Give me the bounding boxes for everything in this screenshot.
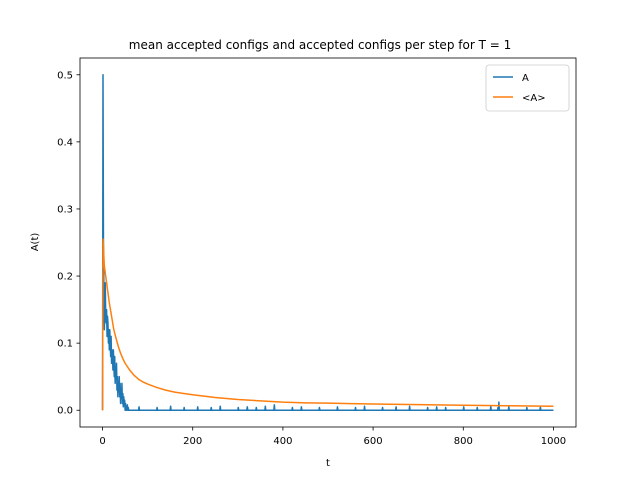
legend-label: <A> — [522, 93, 546, 104]
y-tick-label: 0.1 — [57, 339, 73, 350]
y-tick-label: 0.3 — [57, 204, 73, 215]
y-axis: 0.0 0.1 0.2 0.3 0.4 0.5 — [57, 70, 80, 417]
legend-box — [485, 64, 570, 112]
y-tick-label: 0.0 — [57, 406, 73, 417]
chart-title: mean accepted configs and accepted confi… — [129, 38, 511, 52]
x-tick-label: 200 — [183, 436, 202, 447]
y-tick-label: 0.5 — [57, 70, 73, 81]
series-layer — [101, 74, 554, 411]
legend-label: A — [522, 73, 529, 84]
x-tick-label: 0 — [99, 436, 105, 447]
y-tick-label: 0.2 — [57, 272, 73, 283]
series-line-mean-a — [101, 238, 554, 411]
x-tick-label: 600 — [364, 436, 383, 447]
x-axis: 0 200 400 600 800 1000 — [99, 427, 566, 447]
y-axis-label: A(t) — [30, 233, 41, 252]
x-tick-label: 400 — [273, 436, 292, 447]
x-tick-label: 1000 — [541, 436, 566, 447]
legend: A <A> — [485, 64, 570, 112]
x-axis-label: t — [326, 458, 330, 469]
x-tick-label: 800 — [454, 436, 473, 447]
series-line-a — [101, 74, 554, 411]
plot-frame — [79, 57, 577, 428]
y-tick-label: 0.4 — [57, 137, 73, 148]
